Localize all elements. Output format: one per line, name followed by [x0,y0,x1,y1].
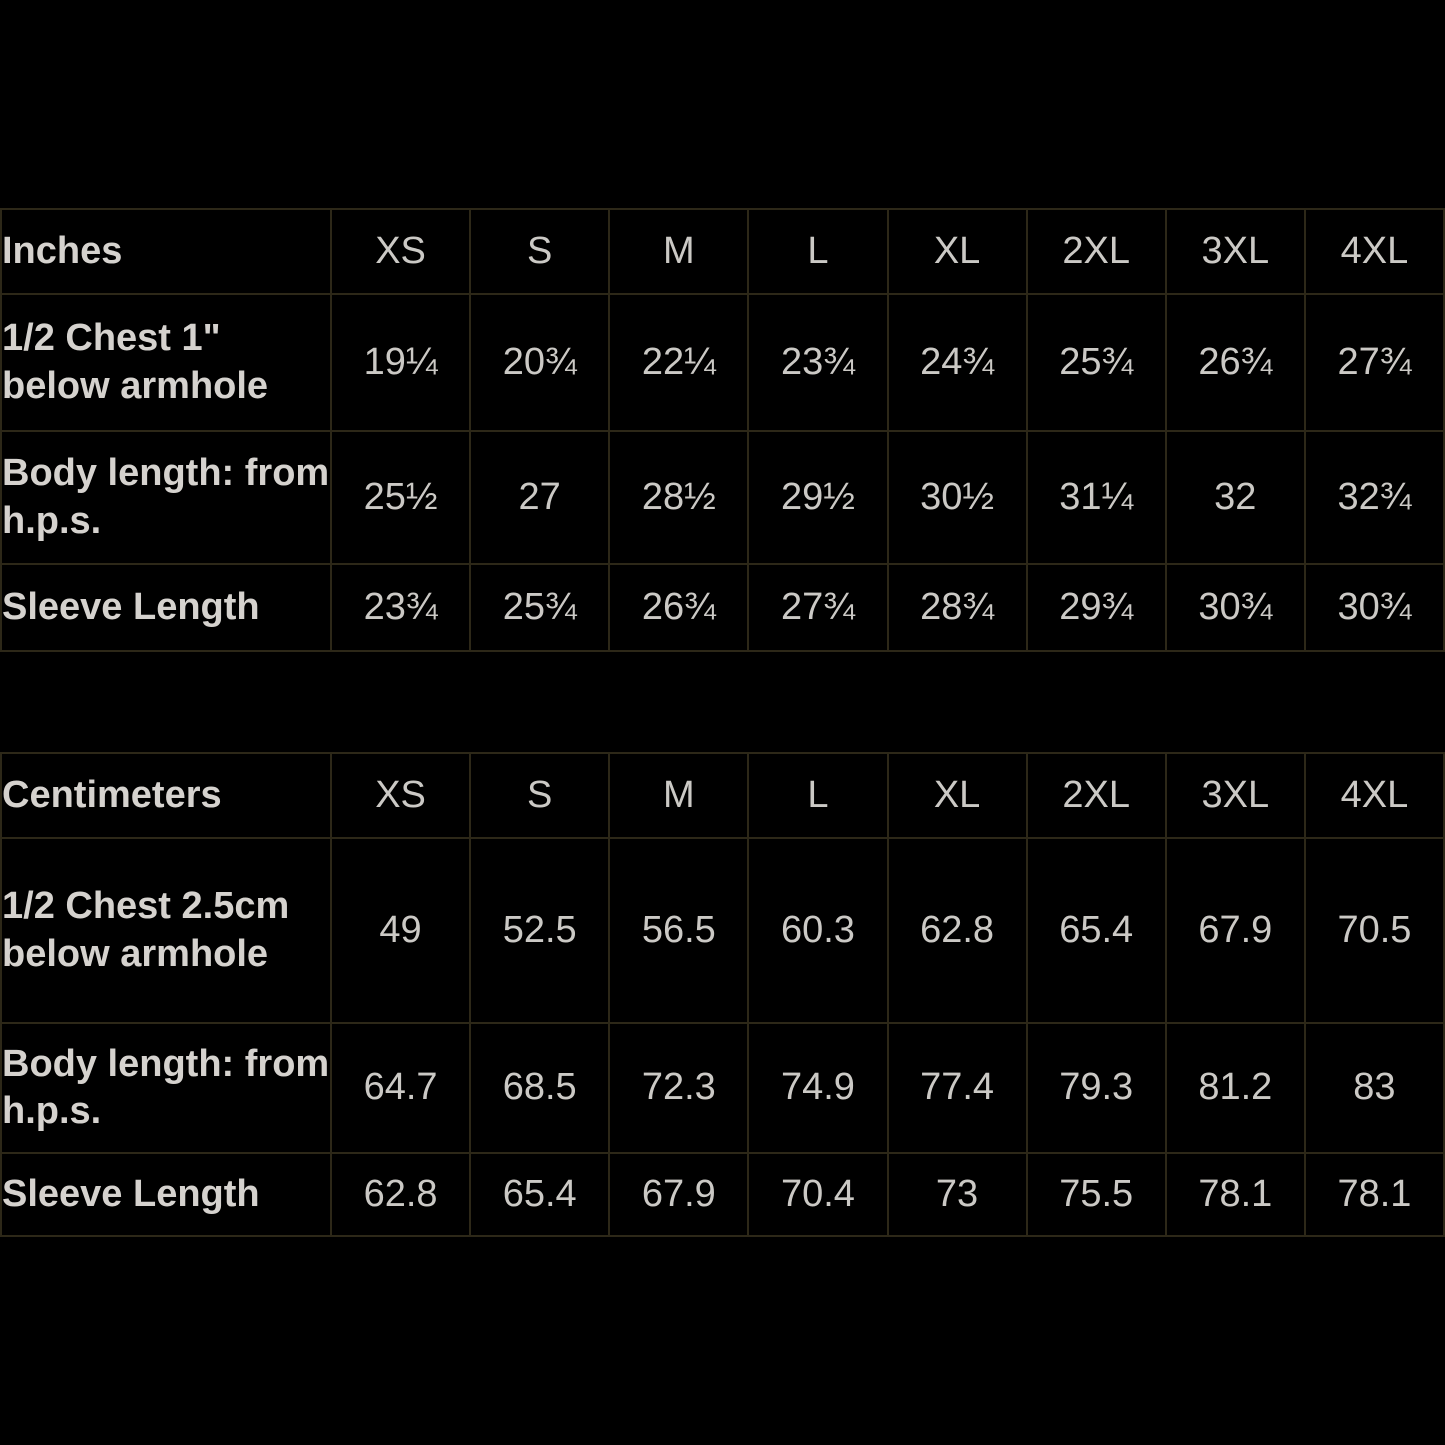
table-row: 1/2 Chest 1" below armhole 19¼ 20¾ 22¼ 2… [0,293,1445,432]
value-cell: 78.1 [1164,1152,1306,1237]
size-header-cell: 3XL [1164,208,1306,295]
row-label-cell: Sleeve Length [0,563,332,652]
value-cell: 78.1 [1303,1152,1445,1237]
value-cell: 64.7 [329,1022,472,1154]
size-header-cell: XS [329,752,472,839]
size-header-cell: XL [886,752,1028,839]
value-cell: 74.9 [747,1022,889,1154]
value-cell: 29¾ [1025,563,1167,652]
value-cell: 27 [469,430,611,565]
value-cell: 67.9 [608,1152,750,1237]
value-cell: 68.5 [469,1022,611,1154]
value-cell: 25¾ [1025,293,1167,432]
value-cell: 62.8 [329,1152,472,1237]
size-tables-container: Inches XS S M L XL 2XL 3XL 4XL 1/2 Chest… [0,208,1445,1237]
value-cell: 23¾ [747,293,889,432]
unit-header-cell: Inches [0,208,332,295]
size-header-cell: 2XL [1025,208,1167,295]
table-row: Inches XS S M L XL 2XL 3XL 4XL [0,208,1445,295]
value-cell: 27¾ [747,563,889,652]
value-cell: 26¾ [608,563,750,652]
size-header-cell: L [747,752,889,839]
size-header-cell: 2XL [1025,752,1167,839]
value-cell: 31¼ [1025,430,1167,565]
size-header-cell: XL [886,208,1028,295]
value-cell: 52.5 [469,837,611,1024]
value-cell: 30¾ [1303,563,1445,652]
value-cell: 81.2 [1164,1022,1306,1154]
value-cell: 70.4 [747,1152,889,1237]
value-cell: 62.8 [886,837,1028,1024]
unit-header-cell: Centimeters [0,752,332,839]
table-row: Body length: from h.p.s. 64.7 68.5 72.3 … [0,1022,1445,1154]
value-cell: 83 [1303,1022,1445,1154]
value-cell: 28¾ [886,563,1028,652]
value-cell: 26¾ [1164,293,1306,432]
row-label-cell: 1/2 Chest 2.5cm below armhole [0,837,332,1024]
value-cell: 70.5 [1303,837,1445,1024]
table-row: Sleeve Length 23¾ 25¾ 26¾ 27¾ 28¾ 29¾ 30… [0,563,1445,652]
size-table-centimeters: Centimeters XS S M L XL 2XL 3XL 4XL 1/2 … [0,752,1445,1237]
row-label-cell: Sleeve Length [0,1152,332,1237]
value-cell: 73 [886,1152,1028,1237]
value-cell: 30½ [886,430,1028,565]
value-cell: 24¾ [886,293,1028,432]
value-cell: 23¾ [329,563,472,652]
value-cell: 49 [329,837,472,1024]
table-row: 1/2 Chest 2.5cm below armhole 49 52.5 56… [0,837,1445,1024]
value-cell: 32¾ [1303,430,1445,565]
table-row: Sleeve Length 62.8 65.4 67.9 70.4 73 75.… [0,1152,1445,1237]
value-cell: 25¾ [469,563,611,652]
size-header-cell: M [608,208,750,295]
value-cell: 30¾ [1164,563,1306,652]
size-header-cell: 4XL [1303,208,1445,295]
row-label-cell: Body length: from h.p.s. [0,1022,332,1154]
value-cell: 72.3 [608,1022,750,1154]
size-header-cell: 4XL [1303,752,1445,839]
value-cell: 19¼ [329,293,472,432]
value-cell: 65.4 [1025,837,1167,1024]
value-cell: 25½ [329,430,472,565]
value-cell: 79.3 [1025,1022,1167,1154]
value-cell: 60.3 [747,837,889,1024]
size-header-cell: S [469,208,611,295]
value-cell: 67.9 [1164,837,1306,1024]
value-cell: 65.4 [469,1152,611,1237]
size-header-cell: M [608,752,750,839]
size-table-inches: Inches XS S M L XL 2XL 3XL 4XL 1/2 Chest… [0,208,1445,652]
value-cell: 29½ [747,430,889,565]
row-label-cell: 1/2 Chest 1" below armhole [0,293,332,432]
table-row: Centimeters XS S M L XL 2XL 3XL 4XL [0,752,1445,839]
value-cell: 56.5 [608,837,750,1024]
value-cell: 32 [1164,430,1306,565]
table-row: Body length: from h.p.s. 25½ 27 28½ 29½ … [0,430,1445,565]
value-cell: 28½ [608,430,750,565]
row-label-cell: Body length: from h.p.s. [0,430,332,565]
size-header-cell: XS [329,208,472,295]
value-cell: 75.5 [1025,1152,1167,1237]
value-cell: 77.4 [886,1022,1028,1154]
value-cell: 27¾ [1303,293,1445,432]
size-header-cell: S [469,752,611,839]
value-cell: 22¼ [608,293,750,432]
value-cell: 20¾ [469,293,611,432]
size-header-cell: L [747,208,889,295]
size-header-cell: 3XL [1164,752,1306,839]
